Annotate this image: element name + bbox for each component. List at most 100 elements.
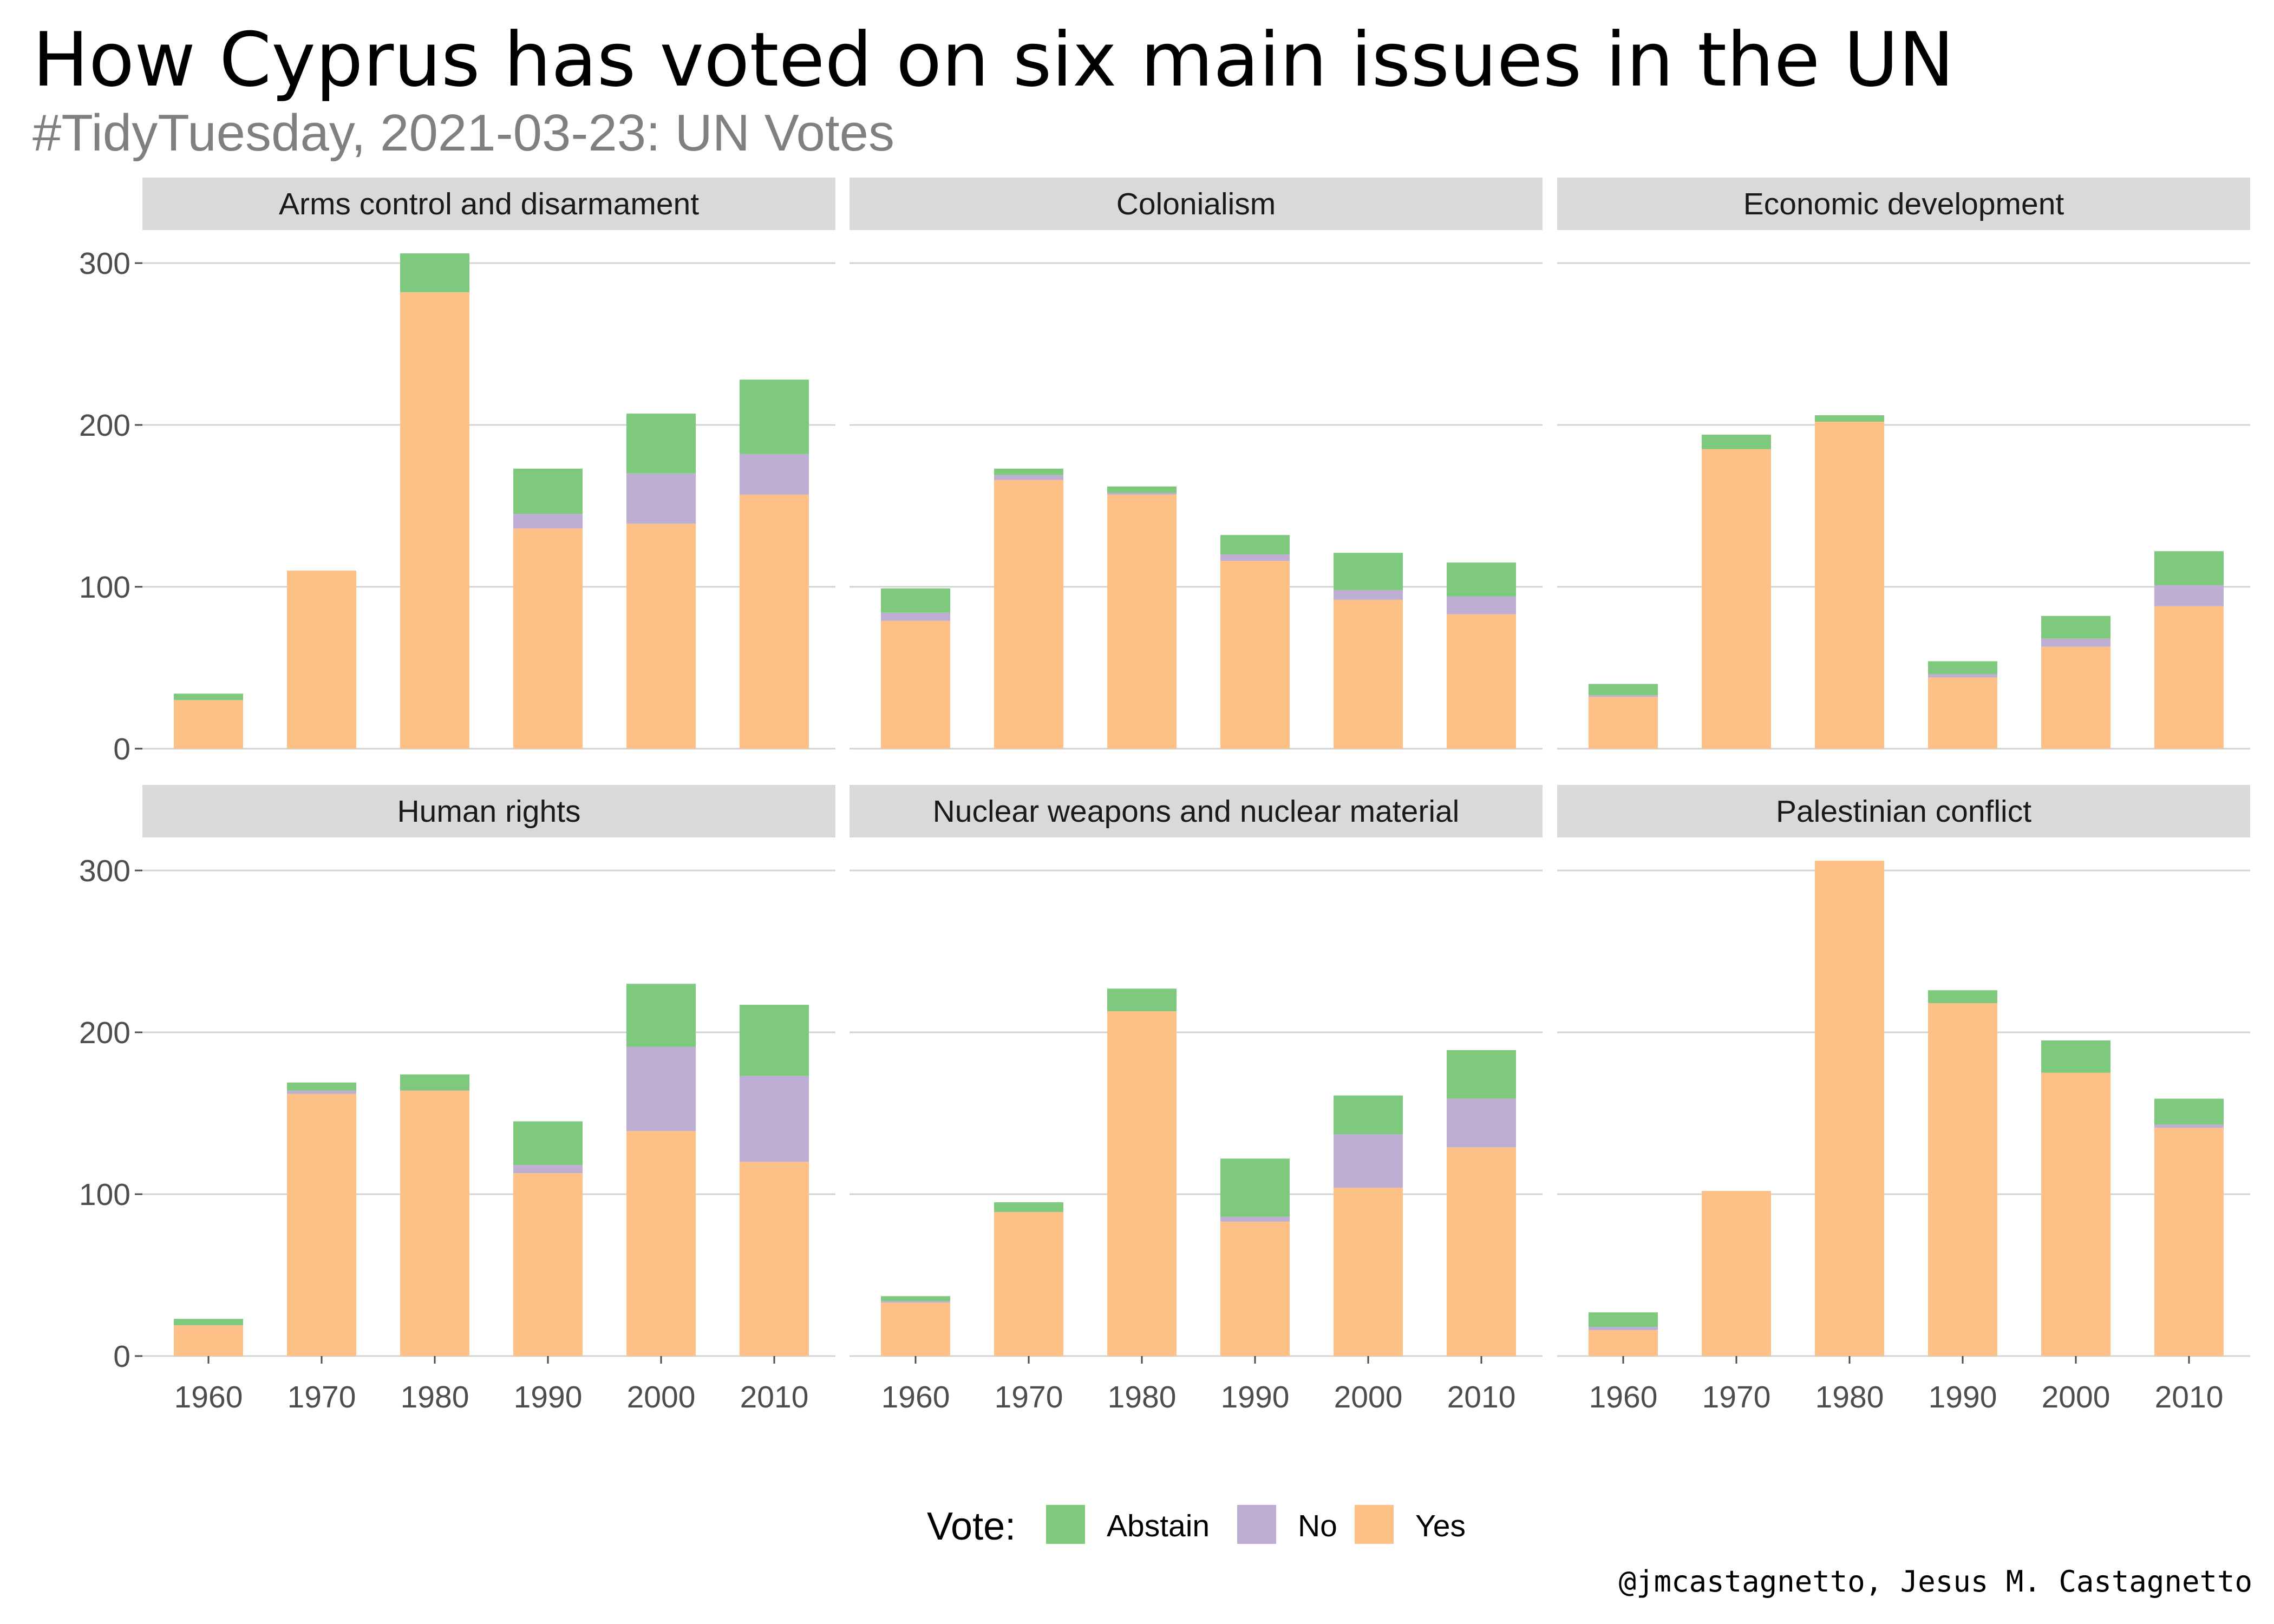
bar-segment-yes	[400, 292, 469, 749]
legend-label-yes: Yes	[1415, 1509, 1466, 1543]
bar-segment-abstain	[2154, 1098, 2224, 1125]
x-tick-label: 1960	[1589, 1380, 1658, 1415]
bar-segment-abstain	[1589, 1312, 1658, 1327]
bar-segment-abstain	[287, 1082, 356, 1091]
bar-segment-yes	[174, 1325, 243, 1356]
x-tick-label: 1980	[401, 1380, 469, 1415]
bar-segment-no	[1447, 596, 1516, 614]
bar-segment-no	[1447, 1098, 1516, 1148]
bar-segment-no	[513, 1165, 583, 1174]
bar-segment-abstain	[1928, 661, 1997, 675]
bar-segment-no	[881, 612, 950, 621]
bar-segment-yes	[1220, 561, 1290, 749]
bar-segment-abstain	[174, 693, 243, 700]
bar-segment-no	[1334, 1134, 1403, 1188]
bar-segment-no	[740, 454, 809, 495]
bar-segment-yes	[1702, 449, 1771, 749]
bar-segment-no	[881, 1301, 950, 1303]
bar-segment-abstain	[1702, 434, 1771, 449]
bar-segment-yes	[1928, 1003, 1997, 1356]
facet-panel: Nuclear weapons and nuclear material 1960…	[850, 785, 1543, 1415]
facet-strip	[850, 785, 1543, 837]
x-tick-label: 1980	[1108, 1380, 1177, 1415]
bar-segment-abstain	[1447, 1050, 1516, 1099]
bar-segment-yes	[513, 1173, 583, 1356]
y-tick-label: 100	[79, 1177, 130, 1212]
x-tick-label: 2010	[1447, 1380, 1516, 1415]
legend-label-no: No	[1298, 1509, 1337, 1543]
y-tick-label: 200	[79, 1016, 130, 1050]
x-tick-label: 2010	[740, 1380, 809, 1415]
bar-segment-yes	[1702, 1191, 1771, 1356]
bar-segment-no	[1220, 554, 1290, 561]
bar-segment-abstain	[1815, 415, 1884, 422]
bar-segment-yes	[740, 494, 809, 749]
bar-segment-yes	[2154, 1128, 2224, 1356]
bar-segment-abstain	[626, 414, 696, 474]
chart-subtitle: #TidyTuesday, 2021-03-23: UN Votes	[32, 104, 894, 162]
bar-segment-abstain	[1447, 562, 1516, 597]
bar-segment-abstain	[881, 588, 950, 613]
bar-segment-abstain	[994, 468, 1063, 475]
y-tick-label: 300	[79, 246, 130, 281]
bar-segment-yes	[881, 1302, 950, 1356]
bar-segment-yes	[626, 1131, 696, 1356]
legend-key-no	[1237, 1505, 1276, 1544]
y-tick-label: 0	[113, 732, 130, 767]
facet-panel: Economic development	[1557, 178, 2250, 750]
bar-segment-yes	[174, 700, 243, 749]
bar-segment-no	[513, 514, 583, 529]
facet-strip-title: Colonialism	[1116, 187, 1276, 221]
facet-strip	[850, 178, 1543, 230]
bar-segment-yes	[740, 1162, 809, 1356]
facet-strip	[1557, 178, 2250, 230]
facet-strip-title: Palestinian conflict	[1776, 794, 2031, 829]
bar-segment-abstain	[740, 1005, 809, 1076]
bar-segment-no	[626, 473, 696, 524]
bar-segment-no	[1220, 1216, 1290, 1222]
bar-segment-yes	[1815, 861, 1884, 1356]
bar-segment-abstain	[626, 984, 696, 1047]
x-tick-label: 2000	[627, 1380, 696, 1415]
bar-segment-yes	[1928, 677, 1997, 749]
x-tick-label: 1990	[514, 1380, 583, 1415]
bar-segment-abstain	[1107, 486, 1177, 493]
bar-segment-abstain	[2041, 615, 2110, 639]
bar-segment-abstain	[2154, 551, 2224, 586]
bar-segment-yes	[1447, 1147, 1516, 1356]
y-tick-label: 0	[113, 1339, 130, 1374]
facet-panel: Colonialism	[850, 178, 1543, 750]
facet-strip	[142, 178, 835, 230]
bar-segment-abstain	[1107, 988, 1177, 1012]
bar-segment-yes	[1220, 1221, 1290, 1356]
bar-segment-yes	[1107, 1011, 1177, 1356]
x-tick-label: 1960	[174, 1380, 243, 1415]
x-tick-label: 1980	[1815, 1380, 1884, 1415]
x-tick-label: 2010	[2155, 1380, 2224, 1415]
facet-strip-title: Nuclear weapons and nuclear material	[933, 794, 1460, 829]
bar-segment-abstain	[400, 253, 469, 292]
bar-segment-no	[1589, 695, 1658, 697]
legend: Vote: Abstain No Yes	[927, 1505, 1466, 1548]
x-tick-label: 1970	[287, 1380, 356, 1415]
bar-segment-yes	[1815, 422, 1884, 749]
bar-segment-yes	[994, 480, 1063, 749]
bar-segment-abstain	[1220, 1158, 1290, 1217]
bar-segment-no	[740, 1076, 809, 1162]
legend-title: Vote:	[927, 1505, 1016, 1548]
x-tick-label: 1960	[881, 1380, 950, 1415]
bar-segment-abstain	[1220, 535, 1290, 555]
y-tick-label: 100	[79, 570, 130, 605]
bar-segment-no	[994, 475, 1063, 480]
facet-panels: Arms control and disarmament 0 100 200 300 Co…	[79, 178, 2250, 1415]
x-tick-label: 1970	[1702, 1380, 1771, 1415]
bar-segment-abstain	[994, 1202, 1063, 1212]
x-tick-label: 1970	[995, 1380, 1063, 1415]
bar-segment-no	[2041, 638, 2110, 647]
bar-segment-yes	[1107, 494, 1177, 749]
bar-segment-yes	[881, 620, 950, 749]
bar-segment-abstain	[400, 1074, 469, 1091]
bar-segment-abstain	[740, 379, 809, 454]
legend-label-abstain: Abstain	[1107, 1509, 1210, 1543]
